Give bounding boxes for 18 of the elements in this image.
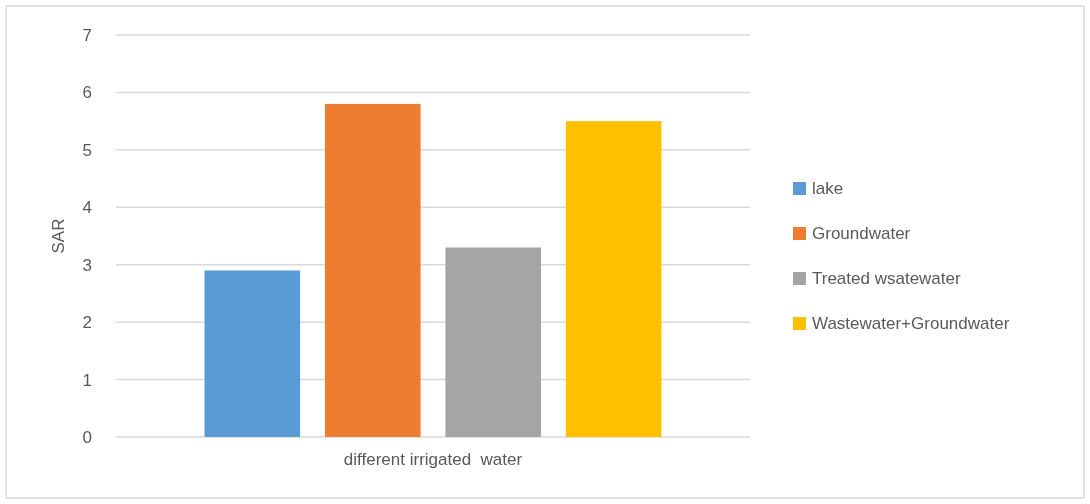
y-tick-label: 6 xyxy=(82,83,92,103)
bar xyxy=(565,121,662,437)
y-tick-label: 7 xyxy=(82,25,92,45)
legend-label: Groundwater xyxy=(812,223,911,243)
x-tick-label: different irrigated water xyxy=(343,450,523,469)
y-tick-label: 1 xyxy=(82,370,92,390)
y-tick-label: 3 xyxy=(82,255,92,275)
legend-label: lake xyxy=(812,178,844,198)
bar xyxy=(204,270,301,437)
y-tick-label: 2 xyxy=(82,313,92,333)
y-axis-title: SAR xyxy=(49,218,68,254)
y-tick-label: 0 xyxy=(82,427,92,447)
bar xyxy=(324,103,421,437)
y-tick-label: 4 xyxy=(82,198,92,218)
legend-label: Wastewater+Groundwater xyxy=(812,313,1010,333)
y-tick-label: 5 xyxy=(82,140,92,160)
bar xyxy=(445,247,542,437)
legend-label: Treated wsatewater xyxy=(812,268,961,288)
